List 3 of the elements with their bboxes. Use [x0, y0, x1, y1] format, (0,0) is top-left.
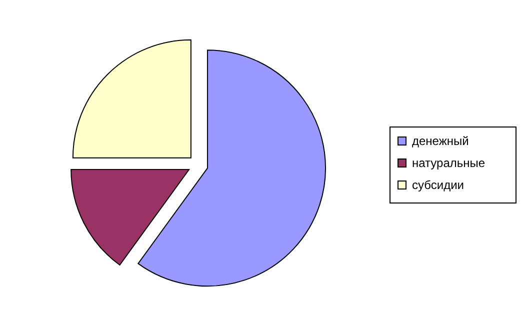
legend-label: натуральные	[412, 156, 486, 170]
legend-label: субсидии	[412, 178, 464, 192]
legend-label: денежный	[412, 134, 469, 148]
